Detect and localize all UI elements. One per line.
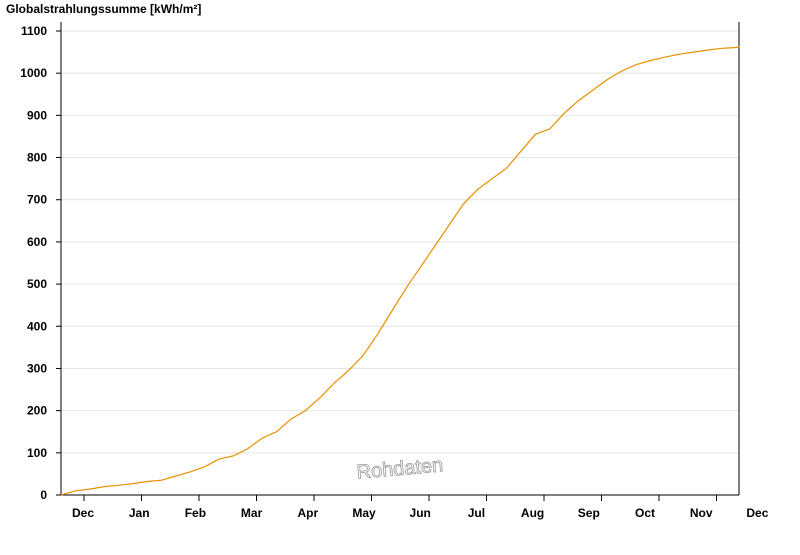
y-tick-label: 600 bbox=[27, 235, 47, 249]
x-tick-label: Dec bbox=[746, 506, 768, 520]
y-tick-label: 1100 bbox=[21, 24, 47, 38]
x-tick-label: Jun bbox=[410, 506, 431, 520]
series-line bbox=[60, 46, 740, 496]
y-tick-label: 900 bbox=[27, 108, 47, 122]
x-tick-label: Apr bbox=[297, 506, 318, 520]
x-tick-label: Oct bbox=[635, 506, 655, 520]
x-tick-label: Dec bbox=[72, 506, 94, 520]
x-tick-label: Jan bbox=[129, 506, 150, 520]
y-tick-label: 100 bbox=[27, 446, 47, 460]
y-tick-label: 500 bbox=[27, 277, 47, 291]
x-tick-label: Feb bbox=[185, 506, 206, 520]
y-tick-label: 0 bbox=[40, 488, 47, 502]
x-tick-label: Sep bbox=[578, 506, 600, 520]
y-tick-label: 400 bbox=[27, 319, 47, 333]
x-tick-label: Nov bbox=[690, 506, 713, 520]
y-tick-label: 800 bbox=[27, 151, 47, 165]
y-tick-label: 200 bbox=[27, 404, 47, 418]
x-tick-label: Mar bbox=[241, 506, 263, 520]
y-tick-label: 300 bbox=[27, 361, 47, 375]
y-tick-label: 1000 bbox=[20, 66, 47, 80]
x-tick-label: Aug bbox=[521, 506, 544, 520]
x-tick-label: May bbox=[352, 506, 376, 520]
y-tick-label: 700 bbox=[27, 193, 47, 207]
y-axis-title: Globalstrahlungssumme [kWh/m²] bbox=[6, 2, 202, 16]
watermark: Rohdaten bbox=[356, 454, 444, 483]
x-tick-label: Jul bbox=[468, 506, 485, 520]
